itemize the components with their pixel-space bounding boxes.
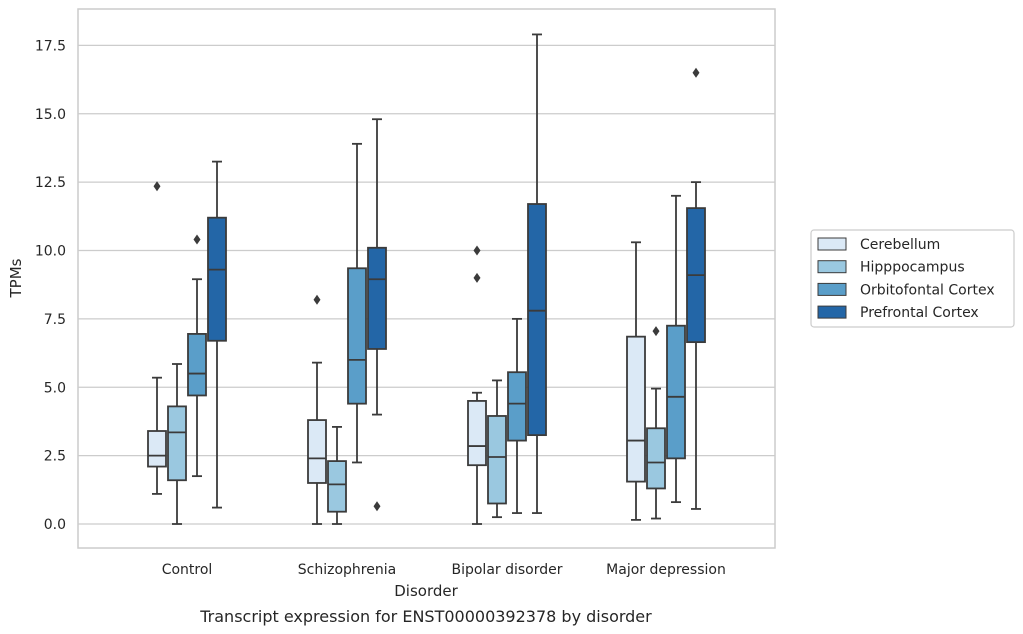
legend-swatch [817,305,847,319]
box-3-2 [527,33,547,514]
chart-title: Transcript expression for ENST0000039237… [199,607,652,626]
box-body [307,419,327,484]
y-tick-label: 5.0 [44,380,66,396]
outlier-point [153,181,161,192]
plot-frame [77,8,776,549]
box-1-2 [487,379,507,519]
x-axis-label: Disorder [394,582,458,600]
y-tick-label: 2.5 [44,449,66,465]
legend-label: Orbitofontal Cortex [860,282,995,298]
box-body [367,246,387,350]
box-0-2 [467,245,487,525]
box-2-1 [347,142,367,464]
box-3-1 [367,118,387,512]
y-axis-label: TPMs [7,258,25,298]
outlier-point [373,501,381,512]
y-tick-label: 15.0 [35,107,66,123]
plot-area [147,33,706,525]
box-body [187,333,207,397]
outlier-point [692,67,700,78]
legend-swatch [817,237,847,251]
outlier-point [473,245,481,256]
box-body [347,267,367,405]
x-tick-label: Bipolar disorder [451,562,562,578]
box-body [646,427,666,490]
box-2-0 [187,234,207,478]
axes: 0.0 2.5 5.0 7.5 10.0 12.5 15.0 17.5 Control Schiz… [35,8,776,578]
box-body [487,415,507,505]
box-body [626,335,646,483]
legend-label: Cerebellum [860,237,940,253]
legend: Cerebellum Hipppocampus Orbitofontal Corte… [810,229,1015,328]
y-tick-label: 12.5 [35,175,66,191]
legend-swatch [817,260,847,274]
box-2-2 [507,317,527,514]
box-1-3 [646,326,666,520]
outlier-point [313,294,321,305]
box-body [527,203,547,437]
box-body [327,460,347,513]
y-tick-label: 17.5 [35,38,66,54]
box-body [666,324,686,460]
x-tick-label: Major depression [606,562,726,578]
legend-label: Hipppocampus [860,260,965,276]
y-tick-label: 10.0 [35,244,66,260]
legend-swatch [817,282,847,296]
box-3-0 [207,160,227,509]
y-tick-label: 0.0 [44,517,66,533]
box-0-3 [626,241,646,521]
y-tick-label: 7.5 [44,312,66,328]
outlier-point [193,234,201,245]
outlier-point [652,326,660,337]
legend-label: Prefrontal Cortex [860,305,979,321]
box-body [147,430,167,468]
box-0-0 [147,181,167,495]
box-body [167,405,187,482]
x-tick-label: Control [162,562,213,578]
legend-frame [810,229,1015,328]
x-tick-label: Schizophrenia [298,562,396,578]
box-body [507,371,527,442]
outlier-point [473,272,481,283]
box-body [207,216,227,342]
box-1-0 [167,363,187,525]
box-3-3 [686,67,706,510]
box-2-3 [666,194,686,504]
box-body [467,400,487,467]
box-1-1 [327,426,347,525]
box-0-1 [307,294,327,525]
